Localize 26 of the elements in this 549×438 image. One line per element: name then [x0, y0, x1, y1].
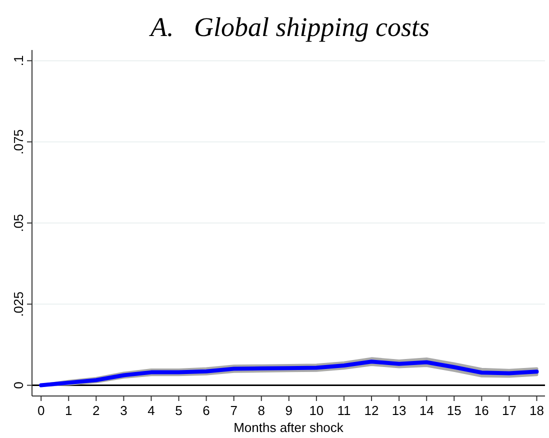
x-tick-label: 11 [337, 403, 351, 418]
x-tick-label: 18 [530, 403, 544, 418]
y-tick-label: 0 [11, 382, 26, 389]
y-tick-label: .05 [11, 214, 26, 232]
x-axis-title: Months after shock [234, 420, 344, 435]
x-tick-label: 3 [120, 403, 128, 418]
x-tick-label: 8 [258, 403, 265, 418]
x-tick-label: 7 [230, 403, 238, 418]
x-tick-label: 9 [285, 403, 293, 418]
chart-title: A. Global shipping costs [148, 12, 430, 42]
x-tick-label: 14 [419, 403, 434, 418]
x-tick-label: 6 [202, 403, 210, 418]
x-tick-label: 10 [309, 403, 324, 418]
x-tick-label: 4 [148, 403, 155, 418]
x-tick-label: 15 [446, 403, 462, 418]
x-tick-label: 5 [175, 403, 182, 418]
y-tick-label: .075 [11, 129, 26, 155]
x-tick-label: 1 [65, 403, 72, 418]
x-tick-label: 16 [474, 403, 489, 418]
x-tick-label: 0 [37, 403, 45, 418]
x-tick-label: 13 [392, 403, 406, 418]
x-tick-label: 17 [502, 403, 516, 418]
y-tick-label: .025 [11, 291, 26, 317]
x-tick-label: 12 [364, 403, 379, 418]
y-tick-label: .1 [11, 55, 26, 66]
x-tick-label: 2 [92, 403, 100, 418]
